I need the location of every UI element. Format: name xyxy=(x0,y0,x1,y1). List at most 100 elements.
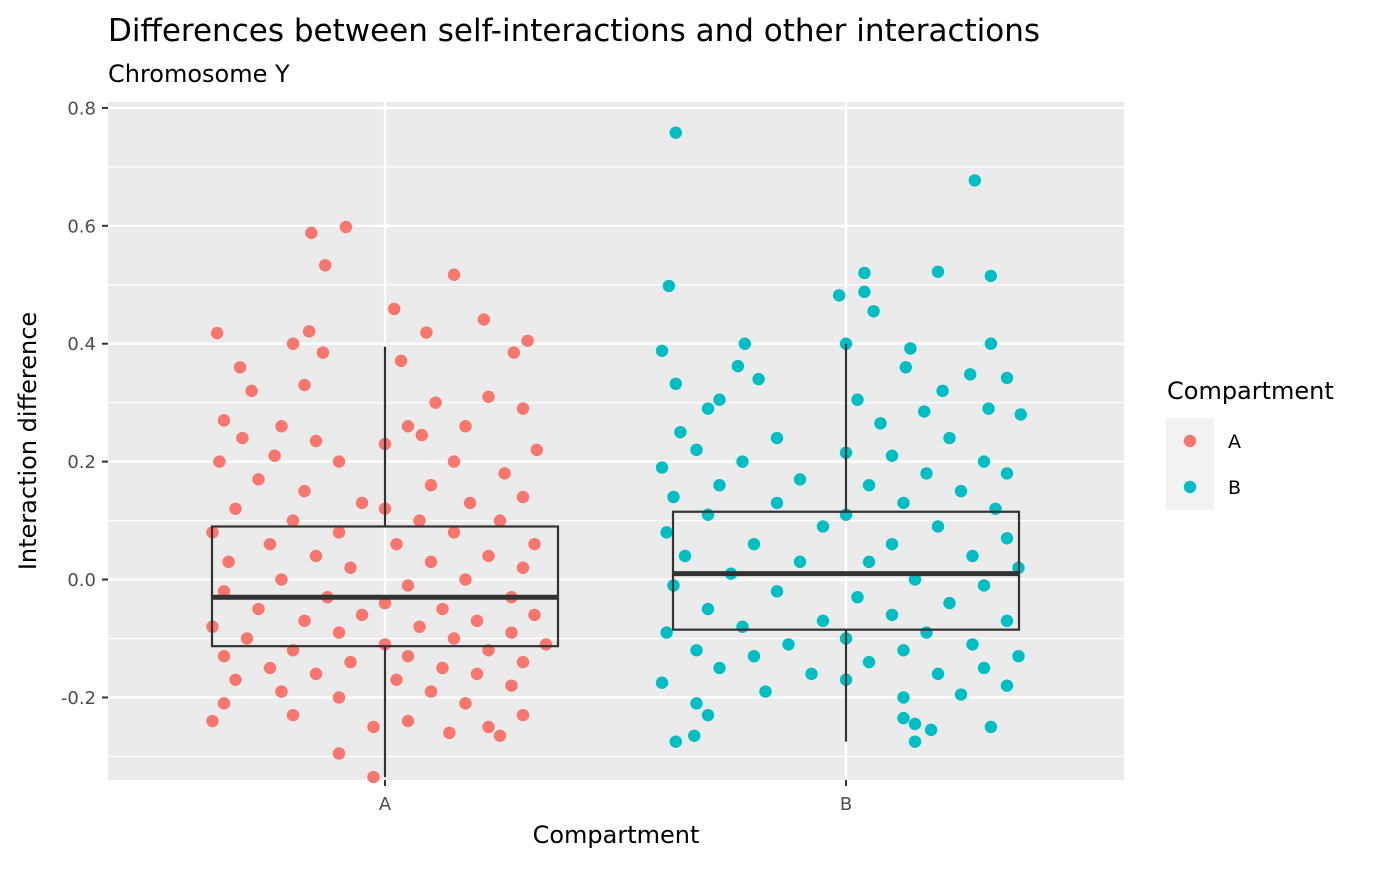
data-point-a xyxy=(309,434,323,448)
data-point-b xyxy=(924,723,938,737)
data-point-b xyxy=(688,729,701,742)
chart-title: Differences between self-interactions an… xyxy=(108,13,1040,49)
data-point-b xyxy=(770,585,784,598)
data-point-a xyxy=(443,726,456,740)
data-point-a xyxy=(482,720,495,734)
data-point-a xyxy=(309,549,323,563)
data-point-a xyxy=(498,467,511,480)
data-point-a xyxy=(459,420,472,433)
data-point-b xyxy=(701,602,715,616)
data-point-b xyxy=(851,591,864,604)
data-point-a xyxy=(319,259,332,272)
data-point-b xyxy=(736,455,749,468)
data-point-b xyxy=(989,502,1002,515)
data-point-a xyxy=(210,326,224,340)
data-point-a xyxy=(528,537,541,551)
data-point-b xyxy=(759,685,772,698)
data-point-a xyxy=(516,561,530,574)
data-point-a xyxy=(286,337,300,350)
data-point-b xyxy=(858,266,871,280)
data-point-a xyxy=(394,354,408,368)
data-point-a xyxy=(447,268,461,281)
data-point-b xyxy=(918,405,931,418)
data-point-b xyxy=(1014,408,1027,421)
data-point-b xyxy=(897,711,910,725)
data-point-a xyxy=(229,502,242,515)
data-point-b xyxy=(984,269,998,283)
y-tick-label: 0.6 xyxy=(67,216,96,237)
data-point-a xyxy=(378,638,392,651)
x-axis-label: Compartment xyxy=(533,821,700,849)
data-point-b xyxy=(874,417,887,430)
legend-marker-a xyxy=(1183,434,1197,448)
data-point-a xyxy=(355,608,369,622)
data-point-a xyxy=(206,714,219,728)
data-point-a xyxy=(275,420,288,433)
data-point-b xyxy=(701,402,715,415)
data-point-a xyxy=(390,537,403,551)
data-point-a xyxy=(516,708,530,722)
y-tick-label: -0.2 xyxy=(61,688,96,709)
data-point-b xyxy=(966,549,979,563)
data-point-a xyxy=(424,555,438,569)
data-point-b xyxy=(1000,614,1014,628)
data-point-b xyxy=(931,265,945,278)
data-point-b xyxy=(832,289,846,302)
data-point-b xyxy=(867,305,880,318)
data-point-b xyxy=(713,661,726,675)
data-point-b xyxy=(660,626,673,639)
data-point-a xyxy=(355,496,369,510)
box-b xyxy=(671,510,1021,631)
data-point-b xyxy=(690,697,703,710)
data-point-b xyxy=(1000,532,1014,545)
data-point-b xyxy=(669,735,682,748)
data-point-a xyxy=(236,431,249,445)
data-point-b xyxy=(966,638,979,651)
data-point-b xyxy=(862,479,876,492)
grid-minor xyxy=(108,166,1124,758)
data-point-a xyxy=(332,455,346,468)
data-point-a xyxy=(539,638,553,651)
y-tick-label: 0.4 xyxy=(67,334,96,355)
data-point-b xyxy=(731,359,745,373)
data-point-b xyxy=(908,573,922,586)
data-point-a xyxy=(339,220,353,234)
data-point-a xyxy=(482,549,495,563)
data-point-b xyxy=(862,655,876,669)
data-point-b xyxy=(747,649,761,663)
data-point-b xyxy=(669,126,682,139)
data-point-a xyxy=(286,708,300,722)
data-point-b xyxy=(713,393,726,406)
legend-label-a: A xyxy=(1228,431,1241,453)
data-point-a xyxy=(459,697,472,710)
legend-label-b: B xyxy=(1228,477,1241,499)
legend: Compartment A B xyxy=(1166,377,1334,510)
data-point-b xyxy=(931,520,945,533)
data-point-a xyxy=(424,685,438,698)
data-point-b xyxy=(701,708,715,722)
data-point-a xyxy=(298,484,311,498)
data-point-b xyxy=(954,688,968,701)
data-point-a xyxy=(213,455,226,468)
data-point-a xyxy=(332,526,346,539)
data-point-b xyxy=(982,402,995,415)
data-point-b xyxy=(920,626,933,639)
data-point-b xyxy=(1012,649,1025,663)
data-point-b xyxy=(713,479,726,492)
data-point-b xyxy=(897,691,910,704)
legend-title: Compartment xyxy=(1167,377,1334,405)
data-point-a xyxy=(413,620,426,633)
data-point-a xyxy=(298,614,311,628)
x-tick-label: B xyxy=(840,794,852,815)
data-point-a xyxy=(367,770,380,784)
data-point-a xyxy=(344,561,357,574)
data-point-b xyxy=(805,667,818,681)
data-point-b xyxy=(977,455,991,468)
data-point-b xyxy=(1000,371,1014,385)
data-point-a xyxy=(388,302,401,316)
data-point-b xyxy=(908,735,922,748)
data-point-b xyxy=(964,368,977,381)
data-point-b xyxy=(662,279,676,293)
